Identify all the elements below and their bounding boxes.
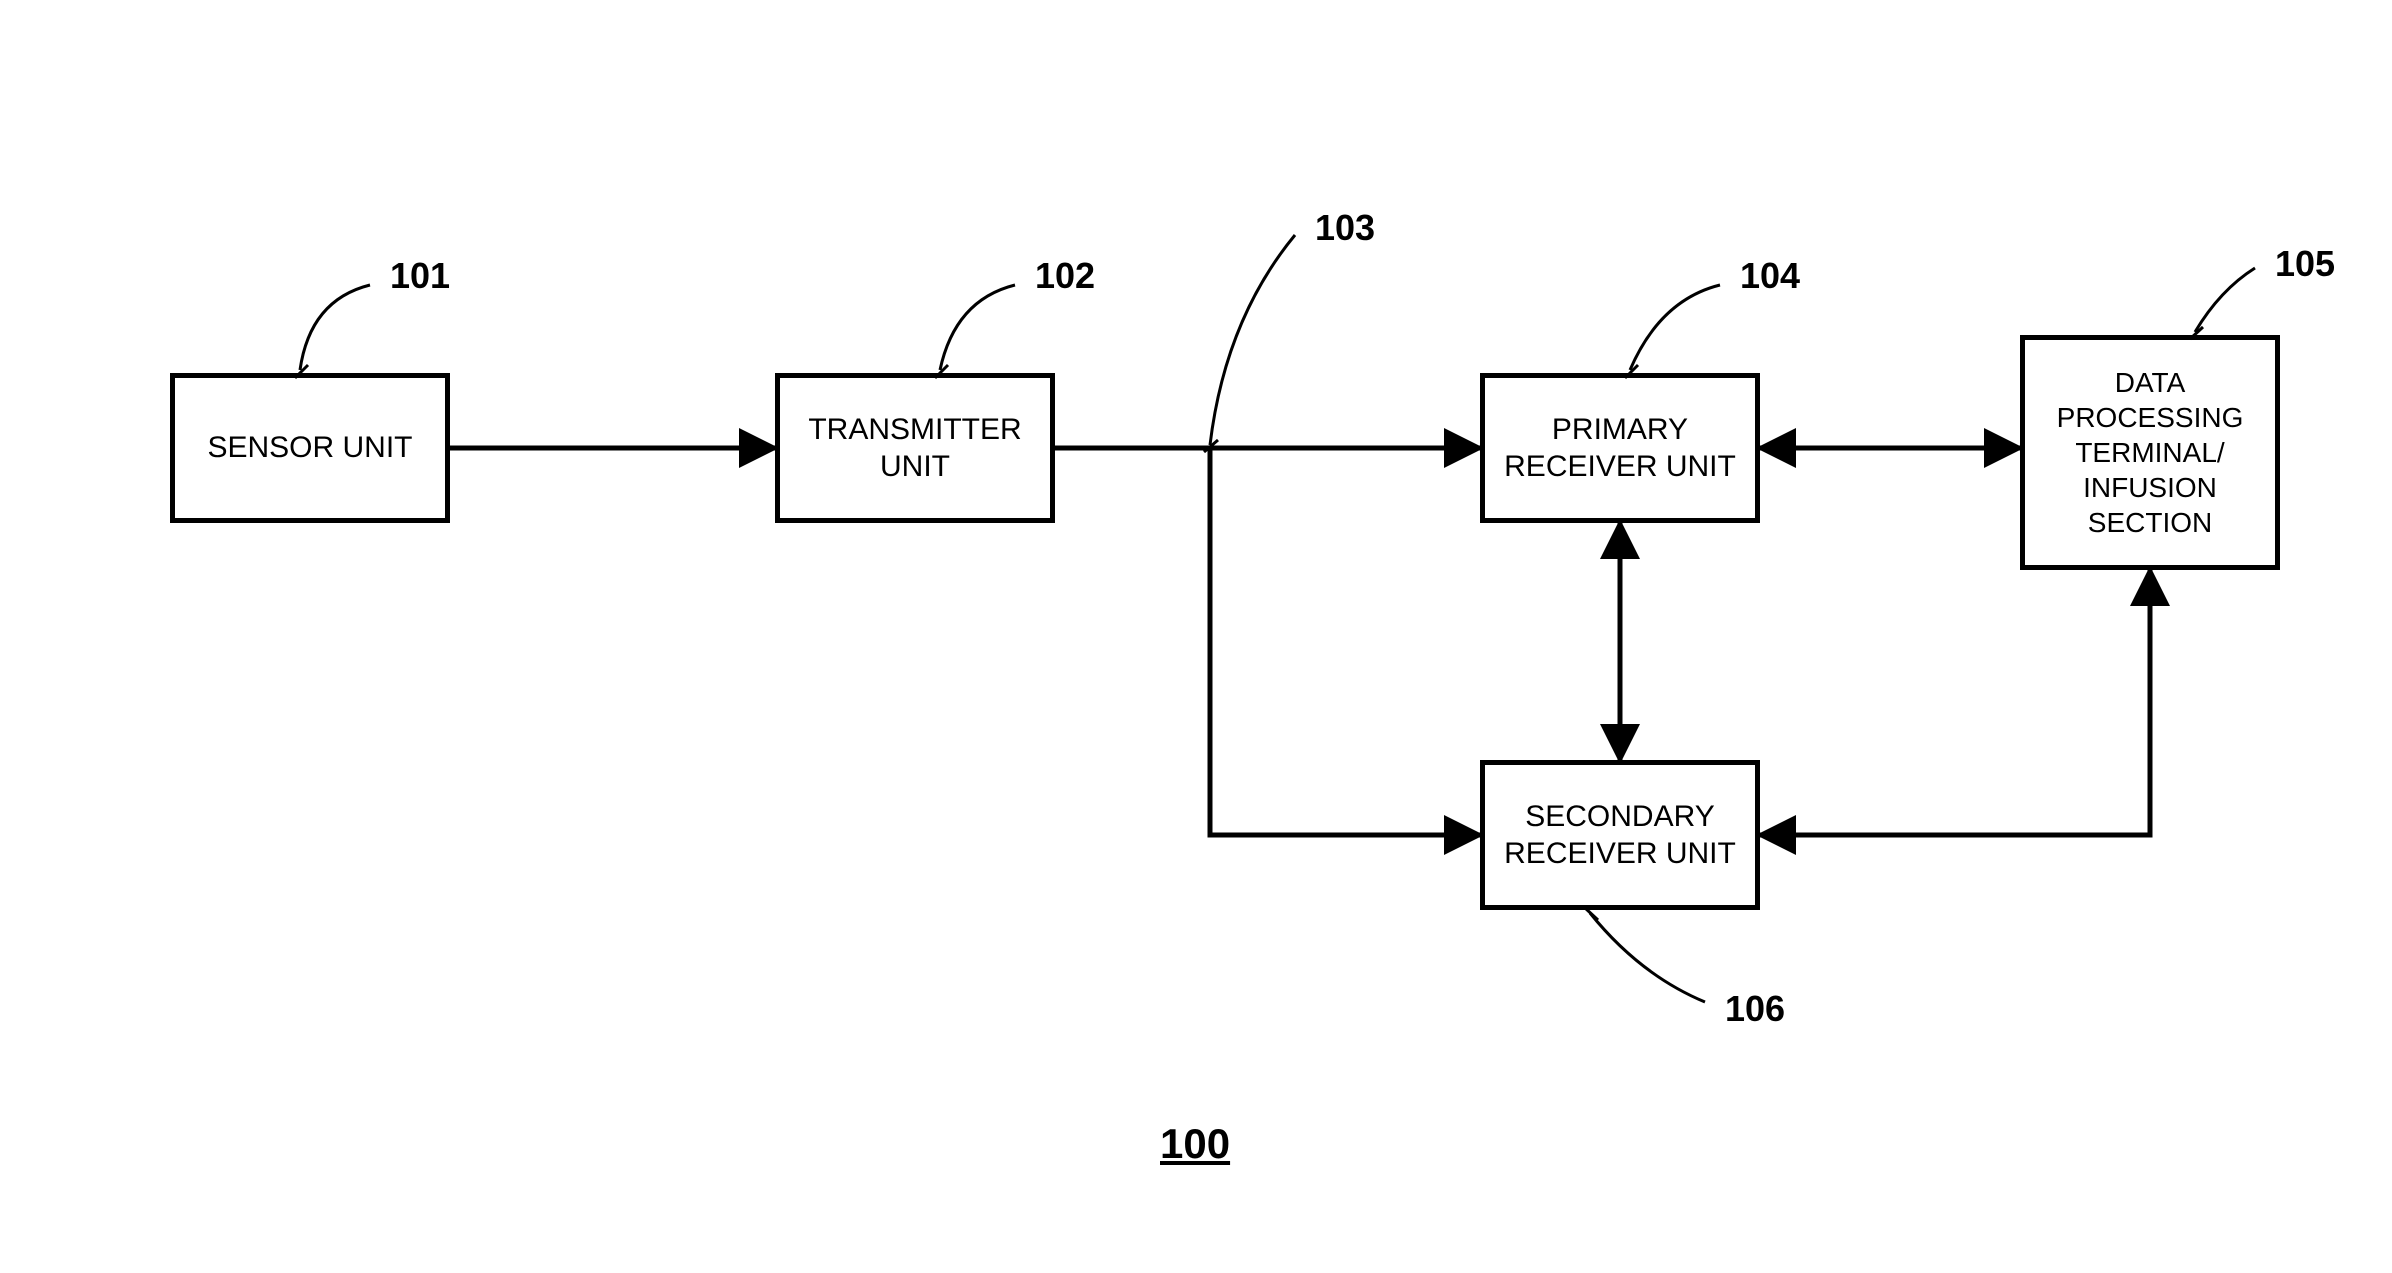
transmitter-unit-block: TRANSMITTER UNIT xyxy=(775,373,1055,523)
leader-101 xyxy=(300,285,370,370)
leader-103 xyxy=(1210,235,1295,445)
primary-receiver-block: PRIMARY RECEIVER UNIT xyxy=(1480,373,1760,523)
secondary-receiver-block: SECONDARY RECEIVER UNIT xyxy=(1480,760,1760,910)
sensor-unit-block: SENSOR UNIT xyxy=(170,373,450,523)
ref-106: 106 xyxy=(1725,988,1785,1030)
leader-106 xyxy=(1590,913,1705,1002)
sensor-unit-label: SENSOR UNIT xyxy=(207,429,412,467)
ref-102: 102 xyxy=(1035,255,1095,297)
figure-number: 100 xyxy=(1160,1120,1230,1168)
leader-104 xyxy=(1630,285,1720,370)
leader-105 xyxy=(2195,268,2255,332)
edge-secondary-data xyxy=(1760,570,2150,835)
arrows-overlay xyxy=(0,0,2392,1273)
data-processing-block: DATA PROCESSING TERMINAL/ INFUSION SECTI… xyxy=(2020,335,2280,570)
transmitter-unit-label: TRANSMITTER UNIT xyxy=(788,411,1042,486)
ref-104: 104 xyxy=(1740,255,1800,297)
secondary-receiver-label: SECONDARY RECEIVER UNIT xyxy=(1493,798,1747,873)
edge-branch-secondary xyxy=(1210,448,1480,835)
primary-receiver-label: PRIMARY RECEIVER UNIT xyxy=(1493,411,1747,486)
ref-101: 101 xyxy=(390,255,450,297)
data-processing-label: DATA PROCESSING TERMINAL/ INFUSION SECTI… xyxy=(2033,365,2267,540)
ref-103: 103 xyxy=(1315,207,1375,249)
ref-105: 105 xyxy=(2275,243,2335,285)
leader-102 xyxy=(940,285,1015,370)
block-diagram: SENSOR UNIT TRANSMITTER UNIT PRIMARY REC… xyxy=(0,0,2392,1273)
